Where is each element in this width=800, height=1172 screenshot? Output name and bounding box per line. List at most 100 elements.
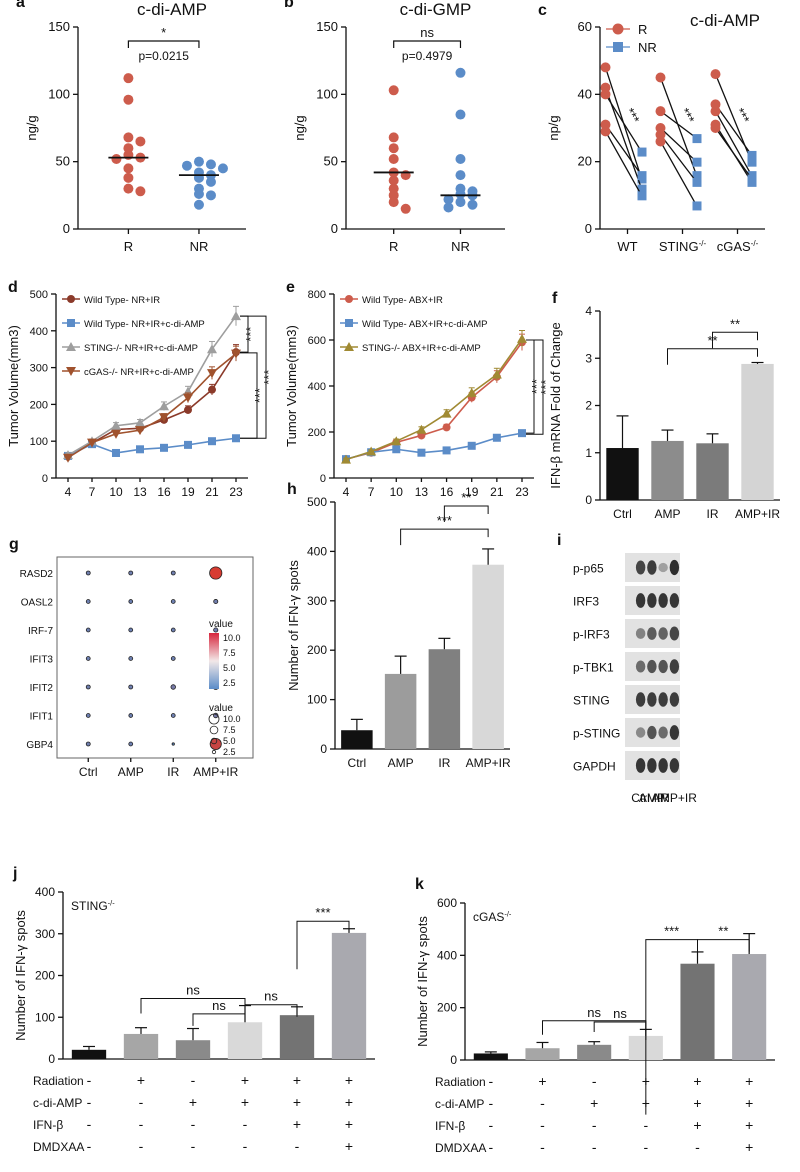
paired-line — [604, 131, 643, 196]
blot-band — [658, 659, 668, 674]
condition-sign: - — [592, 1139, 597, 1155]
blot-band — [635, 593, 646, 608]
bar — [696, 443, 729, 500]
panel-k: k 0 200 400 600 Number of IFN-γ spots cGAS-/- n… — [415, 876, 775, 1155]
y-tick-label: 1 — [585, 446, 592, 460]
paired-line — [714, 127, 753, 179]
data-point — [455, 153, 466, 164]
condition-sign: + — [293, 1072, 301, 1088]
significance-bracket — [296, 920, 350, 970]
x-tick-label: R — [389, 239, 398, 254]
legend-label: NR — [638, 40, 657, 55]
dot — [85, 570, 91, 576]
x-tick-label: 7 — [368, 485, 375, 499]
data-marker — [111, 429, 121, 439]
data-point — [388, 85, 399, 96]
data-point-r — [655, 72, 666, 83]
data-marker — [232, 434, 240, 443]
data-marker — [160, 443, 168, 452]
significance-label: *** — [538, 380, 553, 395]
color-legend-label: 5.0 — [223, 663, 236, 673]
data-point-nr — [692, 201, 702, 211]
data-marker — [391, 436, 402, 446]
panel-letter: e — [286, 279, 295, 296]
dot — [128, 599, 134, 604]
significance-bracket — [667, 348, 758, 365]
y-axis-label: Tumor Volume(mm3) — [6, 325, 21, 447]
blot-band — [669, 659, 680, 674]
blot-band — [658, 593, 668, 608]
condition-sign: - — [488, 1073, 493, 1089]
condition-sign: + — [189, 1094, 197, 1110]
data-marker — [518, 429, 526, 438]
dot — [85, 656, 91, 661]
significance-bracket — [127, 40, 200, 48]
y-tick-label: 100 — [48, 86, 70, 101]
data-point — [443, 202, 454, 213]
y-tick-label: 500 — [30, 289, 48, 301]
blot-band — [658, 758, 668, 773]
panel-a: a c-di-AMP 0 50 100 150 ng/g R NR * p=0.0215 — [16, 0, 246, 254]
data-point — [123, 73, 134, 84]
data-point-r — [600, 89, 611, 100]
y-axis-label: Number of IFN-γ spots — [415, 916, 430, 1047]
panel-letter: k — [415, 876, 424, 893]
y-tick-label: 0 — [585, 493, 592, 507]
chart-title: c-di-GMP — [400, 0, 472, 19]
row-label: IFIT1 — [30, 712, 54, 723]
y-tick-label: 0 — [48, 1052, 55, 1066]
blot-row-label: p-p65 — [573, 562, 604, 576]
y-tick-label: 2 — [585, 399, 592, 413]
x-tick-label: NR — [190, 239, 209, 254]
blot-column-label: Ctrl — [631, 791, 650, 805]
blot-band — [669, 559, 680, 576]
panel-j: j 0 100 200 300 400 Number of IFN-γ spots STING… — [12, 865, 375, 1154]
condition-label: Radiation — [33, 1074, 84, 1088]
data-marker — [87, 438, 97, 448]
y-tick-label: 4 — [585, 304, 592, 318]
data-marker — [208, 385, 216, 394]
blot-band — [669, 725, 680, 740]
color-legend-bar — [209, 633, 219, 689]
data-point — [467, 199, 478, 210]
y-tick-label: 200 — [437, 1001, 457, 1015]
y-axis-label: ng/g — [292, 115, 307, 140]
dot — [209, 566, 223, 580]
series-line — [345, 432, 523, 460]
data-point — [400, 203, 411, 214]
data-marker — [63, 453, 73, 463]
x-tick-label: 23 — [515, 485, 529, 499]
condition-sign: + — [293, 1116, 301, 1132]
dot — [170, 570, 176, 576]
y-tick-label: 300 — [307, 594, 327, 608]
significance-label: *** — [243, 327, 258, 342]
paired-line — [659, 77, 698, 176]
panel-letter: b — [284, 0, 294, 11]
condition-label: IFN-β — [435, 1119, 465, 1133]
legend-marker — [67, 319, 75, 327]
data-marker — [517, 333, 527, 343]
blot-band — [635, 628, 646, 639]
x-tick-label: Ctrl — [348, 756, 367, 770]
data-point-nr — [637, 191, 647, 201]
row-label: RASD2 — [20, 569, 54, 580]
data-point — [455, 170, 466, 181]
significance-label: ** — [718, 924, 728, 939]
y-tick-label: 40 — [578, 86, 592, 101]
y-tick-label: 300 — [35, 927, 55, 941]
significance-bracket — [712, 331, 758, 349]
blot-row-label: IRF3 — [573, 595, 599, 609]
y-tick-label: 0 — [42, 473, 48, 485]
bar — [175, 1040, 211, 1059]
significance-bracket — [526, 339, 544, 435]
condition-sign: - — [488, 1117, 493, 1133]
data-point-r — [710, 69, 721, 80]
y-axis-label: Tumor Volume(mm3) — [284, 325, 299, 447]
data-point — [135, 136, 146, 147]
bar — [577, 1044, 612, 1060]
x-tick-label: IR — [167, 765, 179, 779]
y-tick-label: 20 — [578, 154, 592, 169]
panel-letter: f — [552, 290, 558, 307]
condition-sign: - — [295, 1138, 300, 1154]
blot-column-label: IR — [657, 791, 669, 805]
